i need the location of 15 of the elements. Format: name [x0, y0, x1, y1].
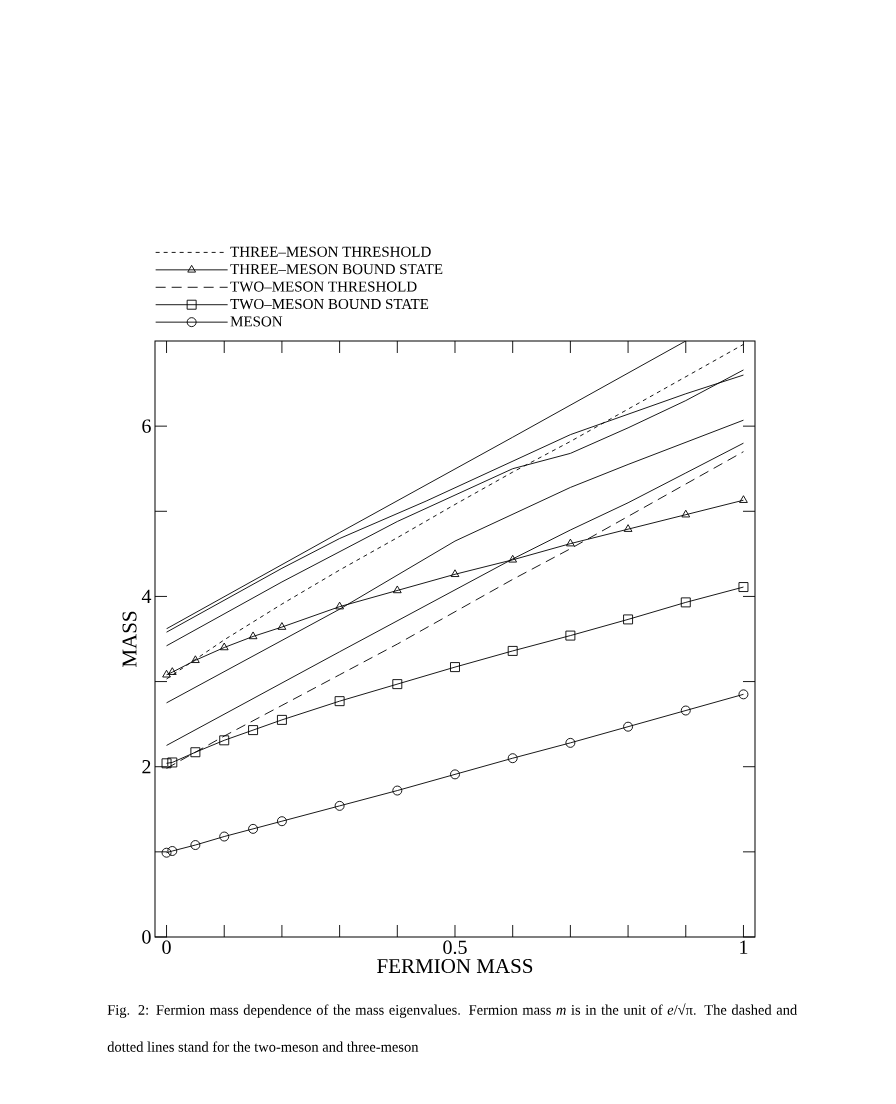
- x-axis-title: FERMION MASS: [377, 958, 533, 974]
- x-tick-label: 0: [162, 940, 171, 955]
- x-tick-label: 0.5: [443, 940, 467, 955]
- legend-label: THREE–MESON THRESHOLD: [230, 246, 431, 257]
- legend-label: TWO–MESON BOUND STATE: [230, 299, 429, 310]
- y-tick-label: 6: [142, 419, 151, 433]
- legend-label: THREE–MESON BOUND STATE: [230, 264, 443, 275]
- y-axis-title: MASS: [122, 611, 137, 667]
- legend-label: MESON: [230, 316, 283, 327]
- y-tick-label: 2: [142, 760, 151, 774]
- y-tick-label: 0: [142, 930, 151, 944]
- text: Fig. 2: Fermion mass dependence of the mass eigenvalues. Fermion mass m is in the unit of e/√π. The dashed and dotted lines stand for the two-meson and three-meson: [107, 1003, 798, 1052]
- y-tick-label: 4: [141, 589, 152, 604]
- legend-label: TWO–MESON THRESHOLD: [230, 281, 417, 292]
- x-tick-label: 1: [740, 940, 748, 954]
